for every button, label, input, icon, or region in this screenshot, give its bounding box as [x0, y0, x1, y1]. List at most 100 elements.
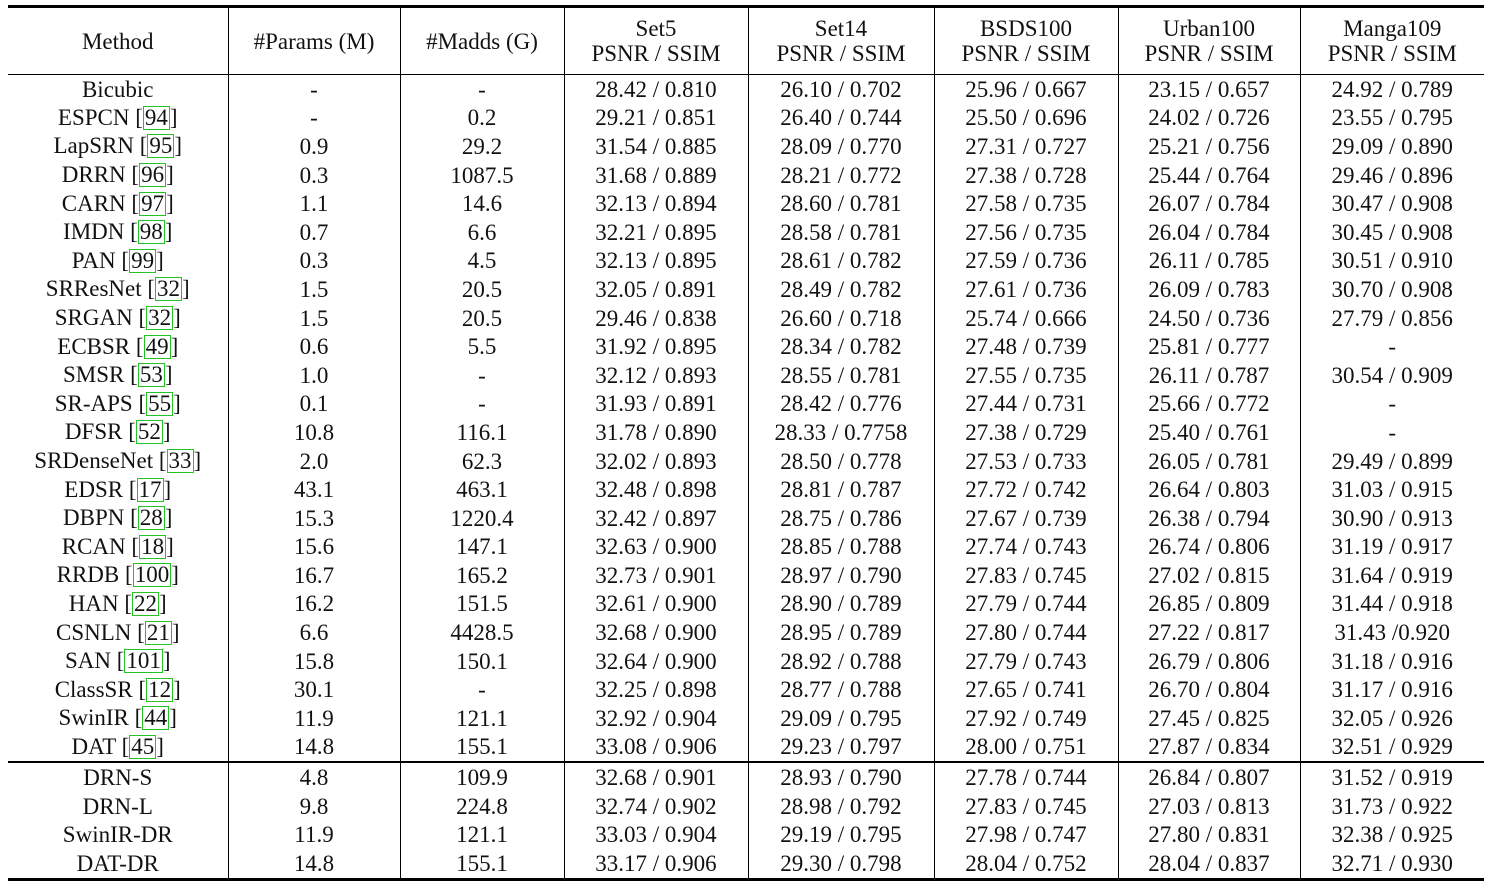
urban100-cell: 27.45 / 0.825	[1117, 704, 1300, 733]
madds-cell: 155.1	[399, 849, 564, 880]
madds-cell: 0.2	[399, 103, 564, 133]
set14-cell: 28.95 / 0.789	[747, 618, 934, 647]
method-name: CSNLN	[56, 619, 132, 645]
citation-link[interactable]: 55	[146, 390, 174, 416]
bsds100-cell: 27.79 / 0.743	[933, 646, 1118, 676]
params-cell: 1.5	[227, 275, 400, 304]
table-row: ECBSR [49] 0.6 5.5 31.92 / 0.895 28.34 / 0.7…	[8, 332, 1484, 361]
citation-link[interactable]: 52	[135, 419, 163, 445]
params-cell: -	[227, 74, 400, 104]
bsds100-cell: 27.78 / 0.744	[933, 761, 1118, 792]
table-row: Bicubic - -28.42 / 0.810 26.10 / 0.702 25.96…	[8, 74, 1484, 104]
citation-link[interactable]: 21	[144, 619, 172, 645]
madds-cell: 151.5	[399, 589, 564, 619]
table-row: HAN [22] 16.2 151.5 32.61 / 0.900 28.90 / 0.…	[8, 589, 1484, 619]
method-cell: RCAN [18]	[61, 533, 174, 559]
citation-link[interactable]: 95	[147, 133, 175, 159]
table-row: SRResNet [32] 1.5 20.5 32.05 / 0.891 28.49 /…	[8, 275, 1484, 304]
set5-cell: 31.92 / 0.895	[563, 332, 748, 361]
method-name: SR-APS	[54, 390, 133, 416]
bsds100-cell: 27.48 / 0.739	[933, 332, 1118, 361]
set14-cell: 28.21 / 0.772	[747, 160, 934, 190]
citation-link[interactable]: 32	[155, 276, 183, 302]
citation-link[interactable]: 100	[132, 562, 172, 588]
params-cell: 0.7	[227, 217, 400, 247]
method-cell: SwinIR [44]	[58, 705, 177, 731]
citation-link[interactable]: 49	[143, 333, 171, 359]
params-cell: 14.8	[227, 732, 400, 763]
set14-cell: 28.92 / 0.788	[747, 646, 934, 676]
urban100-cell: 24.50 / 0.736	[1117, 303, 1300, 333]
set14-cell: 28.49 / 0.782	[747, 275, 934, 304]
method-cell: DRN-S	[8, 761, 228, 792]
citation-link[interactable]: 32	[146, 305, 174, 331]
table-row: DRN-S 4.8 109.9 32.68 / 0.901 28.93 / 0.790 2…	[8, 761, 1484, 792]
method-cell: IMDN [98]	[63, 219, 173, 245]
params-cell: 0.3	[227, 246, 400, 276]
bsds100-cell: 27.65 / 0.741	[933, 675, 1118, 705]
citation-link[interactable]: 99	[129, 247, 157, 273]
manga109-cell: 29.09 / 0.890	[1299, 132, 1484, 161]
madds-cell: -	[399, 389, 564, 419]
urban100-cell: 26.38 / 0.794	[1117, 503, 1300, 533]
method-name: HAN	[68, 590, 119, 616]
params-cell: 16.7	[227, 561, 400, 590]
table-row: CSNLN [21] 6.6 4428.5 32.68 / 0.900 28.95 / …	[8, 618, 1484, 647]
set5-cell: 33.03 / 0.904	[563, 820, 748, 850]
madds-cell: 155.1	[399, 732, 564, 763]
citation-link[interactable]: 44	[142, 705, 170, 731]
manga109-cell: 30.90 / 0.913	[1299, 503, 1484, 533]
bsds100-cell: 27.44 / 0.731	[933, 389, 1118, 419]
madds-cell: 224.8	[399, 791, 564, 821]
madds-cell: 463.1	[399, 475, 564, 504]
params-cell: 14.8	[227, 849, 400, 880]
manga109-cell: 30.51 / 0.910	[1299, 246, 1484, 276]
method-cell: CSNLN [21]	[56, 619, 180, 645]
citation-link[interactable]: 33	[166, 448, 194, 474]
urban100-cell: 26.09 / 0.783	[1117, 275, 1300, 304]
citation-link[interactable]: 53	[137, 362, 165, 388]
citation-link[interactable]: 12	[146, 676, 174, 702]
citation-link[interactable]: 98	[137, 219, 165, 245]
method-name: RRDB	[56, 562, 120, 588]
bsds100-cell: 27.58 / 0.735	[933, 189, 1118, 218]
method-name: PAN	[71, 247, 116, 273]
manga109-cell: 27.79 / 0.856	[1299, 303, 1484, 333]
madds-cell: 147.1	[399, 532, 564, 562]
citation-link[interactable]: 97	[139, 190, 167, 216]
method-name: ESPCN	[57, 104, 130, 130]
urban100-cell: 25.44 / 0.764	[1117, 160, 1300, 190]
table-row: SR-APS [55] 0.1-31.93 / 0.891 28.42 / 0.77…	[8, 389, 1484, 419]
manga109-cell: 29.46 / 0.896	[1299, 160, 1484, 190]
madds-cell: 109.9	[399, 761, 564, 792]
urban100-cell: 26.11 / 0.787	[1117, 360, 1300, 390]
citation-link[interactable]: 28	[137, 505, 165, 531]
manga109-cell: 31.43 /0.920	[1299, 618, 1484, 647]
set5-cell: 32.92 / 0.904	[563, 704, 748, 733]
header-label: #Params (M)	[253, 28, 375, 54]
table-row: DAT [45] 14.8 155.1 33.08 / 0.906 29.23 / 0.…	[8, 732, 1484, 763]
urban100-cell: 25.40 / 0.761	[1117, 418, 1300, 447]
set5-cell: 32.74 / 0.902	[563, 791, 748, 821]
method-name: ECBSR	[57, 333, 131, 359]
bsds100-cell: 25.74 / 0.666	[933, 303, 1118, 333]
table-row: SRGAN [32] 1.5 20.5 29.46 / 0.838 26.60 / 0.…	[8, 303, 1484, 333]
table-row: RRDB [100] 16.7 165.2 32.73 / 0.901 28.97 / …	[8, 561, 1484, 590]
citation-link[interactable]: 18	[139, 533, 167, 559]
citation-link[interactable]: 22	[132, 590, 160, 616]
set14-cell: 28.97 / 0.790	[747, 561, 934, 590]
set5-cell: 32.05 / 0.891	[563, 275, 748, 304]
params-cell: 30.1	[227, 675, 400, 705]
method-name: Bicubic	[81, 76, 154, 102]
citation-link[interactable]: 94	[142, 104, 170, 130]
madds-cell: 1220.4	[399, 503, 564, 533]
citation-link[interactable]: 101	[124, 648, 163, 674]
set14-cell: 29.30 / 0.798	[747, 849, 934, 880]
citation-link[interactable]: 96	[139, 162, 167, 188]
citation-link[interactable]: 17	[136, 476, 164, 502]
madds-cell: 4428.5	[399, 618, 564, 647]
params-cell: 11.9	[227, 704, 400, 733]
citation-link[interactable]: 45	[129, 733, 157, 759]
madds-cell: 165.2	[399, 561, 564, 590]
bsds100-cell: 27.38 / 0.728	[933, 160, 1118, 190]
